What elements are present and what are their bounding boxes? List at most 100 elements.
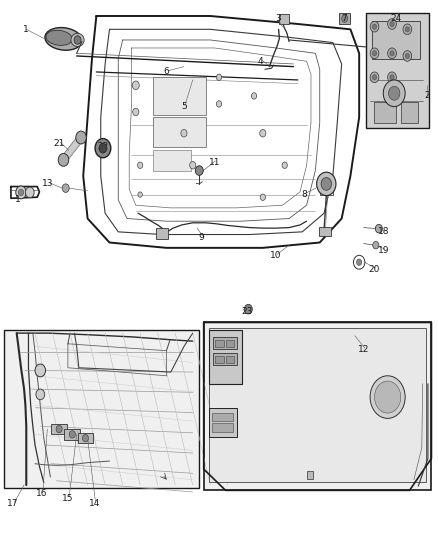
Circle shape — [374, 381, 401, 413]
Bar — [204, 322, 431, 490]
Circle shape — [370, 376, 405, 418]
Circle shape — [138, 162, 143, 168]
Circle shape — [317, 172, 336, 196]
Bar — [212, 413, 233, 421]
Text: 22: 22 — [97, 142, 109, 151]
Circle shape — [195, 166, 203, 175]
Text: 1: 1 — [23, 25, 29, 34]
Bar — [51, 424, 67, 434]
Circle shape — [62, 184, 69, 192]
Circle shape — [390, 75, 394, 80]
Bar — [215, 340, 224, 347]
Ellipse shape — [311, 376, 368, 418]
Text: 1: 1 — [14, 196, 21, 204]
Circle shape — [25, 187, 34, 198]
Ellipse shape — [45, 28, 82, 50]
Text: 5: 5 — [181, 102, 187, 111]
Circle shape — [190, 161, 196, 169]
Circle shape — [18, 189, 24, 196]
Circle shape — [132, 81, 139, 90]
Bar — [226, 340, 234, 347]
Circle shape — [372, 24, 377, 29]
Bar — [339, 13, 350, 24]
Circle shape — [373, 241, 379, 249]
Circle shape — [357, 259, 362, 265]
Circle shape — [383, 80, 405, 107]
Text: 24: 24 — [391, 14, 402, 23]
Circle shape — [405, 53, 410, 59]
Circle shape — [56, 425, 62, 433]
Circle shape — [216, 74, 222, 80]
Text: 19: 19 — [378, 246, 389, 255]
Circle shape — [342, 15, 348, 22]
Text: 14: 14 — [88, 499, 100, 508]
Circle shape — [244, 304, 252, 314]
Bar — [212, 423, 233, 432]
Bar — [64, 429, 80, 440]
Text: 16: 16 — [36, 489, 47, 497]
Bar — [153, 117, 206, 147]
Circle shape — [251, 93, 257, 99]
Circle shape — [76, 131, 86, 144]
Ellipse shape — [46, 30, 72, 45]
Bar — [213, 337, 237, 349]
Bar — [209, 330, 242, 384]
Bar — [213, 353, 237, 365]
Bar — [226, 356, 234, 363]
Circle shape — [403, 24, 412, 35]
Circle shape — [403, 51, 412, 61]
Circle shape — [36, 389, 45, 400]
Bar — [279, 14, 289, 24]
Circle shape — [390, 21, 394, 27]
Circle shape — [69, 431, 75, 438]
Circle shape — [388, 48, 396, 59]
Circle shape — [321, 177, 332, 190]
Bar — [78, 433, 93, 443]
Bar — [153, 77, 206, 115]
Text: 2: 2 — [424, 92, 430, 100]
Text: 4: 4 — [258, 57, 263, 66]
Bar — [215, 356, 224, 363]
Circle shape — [370, 21, 379, 32]
Circle shape — [390, 51, 394, 56]
Text: 18: 18 — [378, 228, 389, 236]
Circle shape — [138, 192, 142, 197]
Text: 20: 20 — [369, 265, 380, 273]
Text: 12: 12 — [358, 345, 369, 353]
Circle shape — [181, 130, 187, 137]
Text: 21: 21 — [53, 140, 65, 148]
Circle shape — [372, 75, 377, 80]
Bar — [319, 227, 331, 236]
Circle shape — [389, 86, 400, 100]
Bar — [209, 408, 237, 437]
Circle shape — [95, 139, 111, 158]
Bar — [4, 330, 199, 488]
Bar — [307, 471, 313, 479]
Bar — [372, 21, 420, 59]
Bar — [209, 328, 426, 482]
Text: 10: 10 — [270, 252, 282, 260]
Circle shape — [375, 224, 382, 233]
Circle shape — [82, 434, 88, 442]
Bar — [156, 228, 168, 239]
Circle shape — [405, 27, 410, 32]
Text: 6: 6 — [163, 68, 170, 76]
Circle shape — [99, 143, 107, 153]
Bar — [374, 102, 396, 123]
Circle shape — [372, 51, 377, 56]
Circle shape — [58, 154, 69, 166]
Circle shape — [370, 72, 379, 83]
Text: 9: 9 — [198, 233, 205, 241]
Text: 8: 8 — [301, 190, 307, 199]
Text: 11: 11 — [209, 158, 220, 167]
Circle shape — [282, 162, 287, 168]
Circle shape — [260, 194, 265, 200]
Bar — [401, 102, 418, 123]
Ellipse shape — [314, 379, 364, 415]
Text: 23: 23 — [242, 308, 253, 316]
Bar — [153, 150, 191, 171]
Circle shape — [133, 108, 139, 116]
Circle shape — [216, 101, 222, 107]
Bar — [366, 13, 429, 128]
Circle shape — [35, 364, 46, 377]
